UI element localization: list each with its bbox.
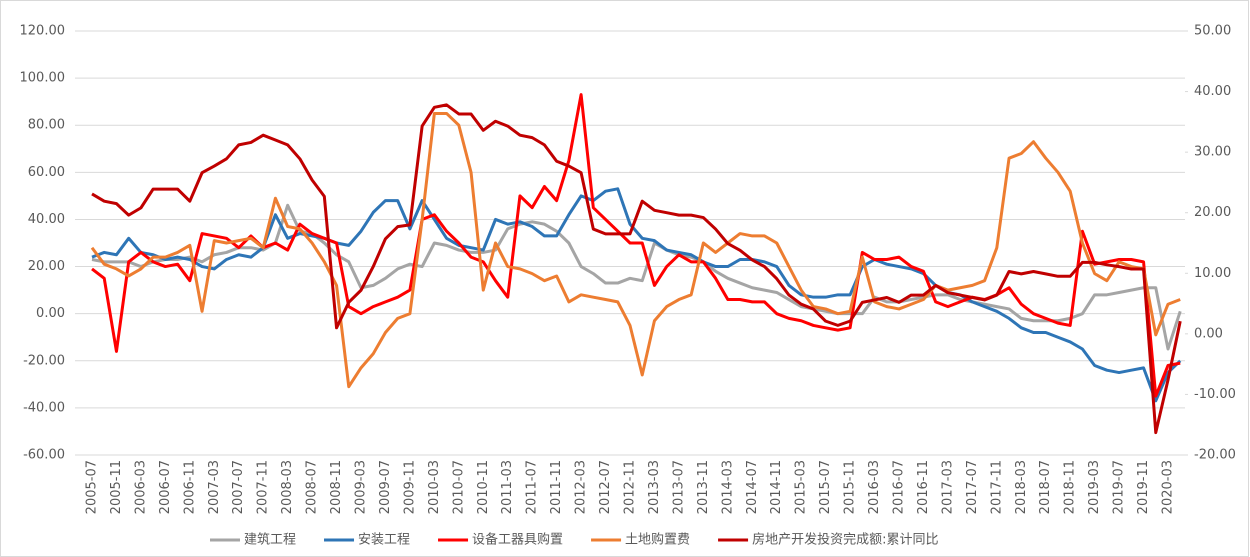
- x-tick-label: 2015-07: [818, 460, 833, 514]
- legend-label: 设备工器具购置: [472, 532, 563, 548]
- x-tick-label: 2010-07: [451, 460, 466, 514]
- x-tick-label: 2009-03: [354, 460, 369, 514]
- x-tick-label: 2008-07: [305, 460, 320, 514]
- x-tick-label: 2006-07: [158, 460, 173, 514]
- x-tick-label: 2007-11: [256, 460, 271, 514]
- x-tick-label: 2006-11: [182, 460, 197, 514]
- y2-tick-label: 0.00: [1194, 326, 1223, 341]
- series-line: [91, 187, 1182, 403]
- y-tick-label: 100.00: [20, 71, 66, 86]
- legend-label: 房地产开发投资完成额:累计同比: [752, 532, 938, 548]
- x-tick-label: 2006-03: [133, 460, 148, 514]
- x-tick-label: 2017-07: [965, 460, 980, 514]
- x-tick-label: 2018-11: [1063, 460, 1078, 514]
- x-tick-label: 2020-03: [1161, 460, 1176, 514]
- x-tick-label: 2011-03: [500, 460, 515, 514]
- x-tick-label: 2005-11: [109, 460, 124, 514]
- y2-tick-label: 20.00: [1194, 205, 1231, 220]
- x-tick-label: 2019-11: [1136, 460, 1151, 514]
- x-tick-label: 2015-03: [794, 460, 809, 514]
- y-tick-label: 20.00: [28, 259, 65, 274]
- x-tick-label: 2014-07: [745, 460, 760, 514]
- x-tick-label: 2007-03: [207, 460, 222, 514]
- x-tick-label: 2011-11: [549, 460, 564, 514]
- series-line: [90, 111, 1181, 389]
- x-tick-label: 2012-11: [623, 460, 638, 514]
- x-tick-label: 2017-11: [989, 460, 1004, 514]
- x-tick-label: 2011-07: [525, 460, 540, 514]
- y-tick-label: 120.00: [20, 24, 66, 39]
- x-tick-label: 2018-07: [1038, 460, 1053, 514]
- x-tick-label: 2010-11: [476, 460, 491, 514]
- y-tick-label: 80.00: [28, 118, 65, 133]
- x-tick-label: 2015-11: [843, 460, 858, 514]
- y2-tick-label: 40.00: [1194, 84, 1231, 99]
- x-tick-label: 2017-03: [940, 460, 955, 514]
- y-tick-label: 0.00: [36, 306, 65, 321]
- x-tick-label: 2013-03: [647, 460, 662, 514]
- x-tick-label: 2010-03: [427, 460, 442, 514]
- legend-label: 安装工程: [358, 533, 410, 548]
- y2-tick-label: 10.00: [1194, 266, 1231, 281]
- x-tick-label: 2013-11: [696, 460, 711, 514]
- x-tick-label: 2019-03: [1087, 460, 1102, 514]
- x-tick-label: 2009-11: [402, 460, 417, 514]
- legend-label: 建筑工程: [244, 532, 296, 548]
- x-tick-label: 2016-11: [916, 460, 931, 514]
- x-tick-label: 2013-07: [671, 460, 686, 514]
- x-tick-label: 2009-07: [378, 460, 393, 514]
- x-tick-label: 2016-07: [892, 460, 907, 514]
- y-tick-label: -20.00: [23, 353, 65, 368]
- x-tick-label: 2008-11: [329, 460, 344, 514]
- legend-label: 土地购置费: [625, 532, 690, 548]
- y-tick-label: 60.00: [28, 165, 65, 180]
- y2-tick-label: 50.00: [1194, 24, 1231, 39]
- x-tick-label: 2014-03: [720, 460, 735, 514]
- x-tick-label: 2008-03: [280, 460, 295, 514]
- y-tick-label: -60.00: [23, 448, 65, 463]
- x-tick-label: 2016-03: [867, 460, 882, 514]
- x-tick-label: 2018-03: [1014, 460, 1029, 514]
- x-tick-label: 2005-07: [85, 460, 100, 514]
- x-tick-label: 2012-03: [574, 460, 589, 514]
- x-tick-label: 2019-07: [1112, 460, 1127, 514]
- y-tick-label: -40.00: [23, 400, 65, 415]
- x-tick-label: 2012-07: [598, 460, 613, 514]
- x-tick-label: 2007-07: [231, 460, 246, 514]
- y2-tick-label: 30.00: [1194, 145, 1231, 160]
- series-line: [91, 103, 1182, 435]
- y-tick-label: 40.00: [28, 212, 65, 227]
- y2-tick-label: -20.00: [1194, 448, 1236, 463]
- y2-tick-label: -10.00: [1194, 387, 1236, 402]
- x-tick-label: 2014-11: [769, 460, 784, 514]
